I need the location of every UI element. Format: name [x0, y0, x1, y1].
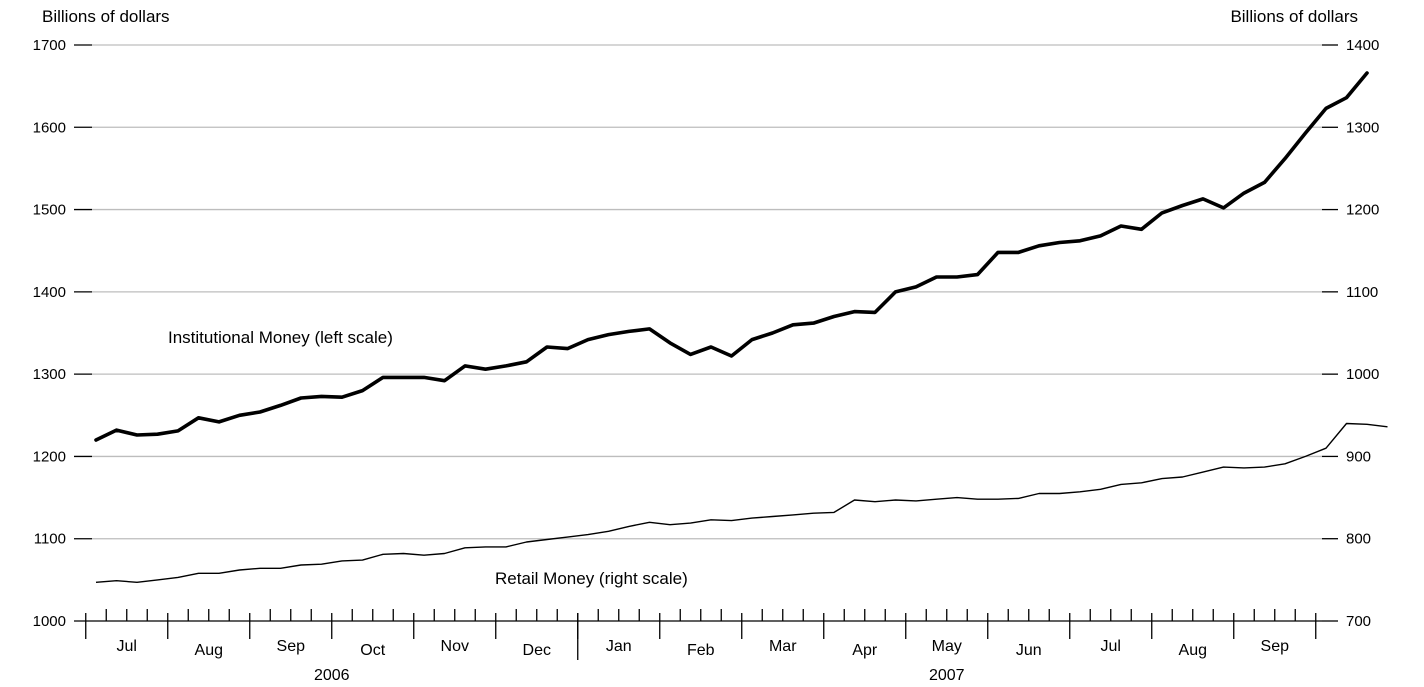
x-axis-month-label: Dec	[523, 642, 551, 659]
series-label-institutional-money: Institutional Money (left scale)	[168, 328, 393, 347]
x-axis-month-label: Feb	[687, 642, 715, 659]
right-axis: 700 800 900 1000 1100 1200 1300 1400	[1322, 37, 1379, 630]
right-axis-tick-label: 1300	[1346, 119, 1379, 136]
x-axis-month-label: Jan	[606, 638, 632, 655]
left-axis-tick-label: 1200	[33, 448, 66, 465]
right-axis-tick-label: 1100	[1346, 284, 1378, 301]
gridlines	[92, 44, 1322, 540]
left-axis-tick-label: 1600	[33, 119, 66, 136]
x-axis-year-label: 2006	[314, 667, 350, 684]
x-axis-month-label: Aug	[1179, 642, 1207, 659]
x-axis-month-label: Oct	[360, 642, 385, 659]
left-axis-tick-label: 1000	[33, 613, 66, 630]
x-axis-month-label: Jun	[1016, 642, 1042, 659]
x-axis-month-label: Jul	[117, 638, 137, 655]
x-axis-year-label: 2007	[929, 667, 965, 684]
left-axis-tick-label: 1300	[33, 366, 66, 383]
x-axis-month-label: Sep	[277, 638, 306, 655]
x-axis-month-label: Sep	[1261, 638, 1290, 655]
x-axis-month-label: Mar	[769, 638, 797, 655]
series-line-institutional-money	[94, 71, 1369, 442]
x-axis: Jul Aug Sep Oct Nov Dec Jan Feb Mar Apr May Jun Jul A…	[85, 609, 1322, 684]
left-axis: 1000 1100 1200 1300 1400 1500 1600 1700	[33, 37, 92, 630]
left-axis-tick-label: 1500	[33, 202, 66, 219]
series-line-retail-money	[95, 422, 1388, 583]
x-axis-month-label: Nov	[441, 638, 469, 655]
right-axis-tick-label: 1200	[1346, 202, 1379, 219]
x-axis-month-label: Aug	[195, 642, 223, 659]
right-axis-tick-label: 1000	[1346, 366, 1379, 383]
left-axis-unit-label: Billions of dollars	[42, 7, 170, 26]
right-axis-tick-label: 1400	[1346, 37, 1379, 54]
x-axis-month-label: May	[932, 638, 962, 655]
series-label-retail-money: Retail Money (right scale)	[495, 569, 688, 588]
left-axis-tick-label: 1100	[34, 531, 66, 548]
right-axis-tick-label: 700	[1346, 613, 1371, 630]
x-axis-month-label: Jul	[1101, 638, 1121, 655]
right-axis-tick-label: 900	[1346, 448, 1371, 465]
right-axis-tick-label: 800	[1346, 531, 1371, 548]
x-axis-month-label: Apr	[852, 642, 878, 659]
left-axis-tick-label: 1700	[33, 37, 66, 54]
left-axis-tick-label: 1400	[33, 284, 66, 301]
right-axis-unit-label: Billions of dollars	[1230, 7, 1358, 26]
